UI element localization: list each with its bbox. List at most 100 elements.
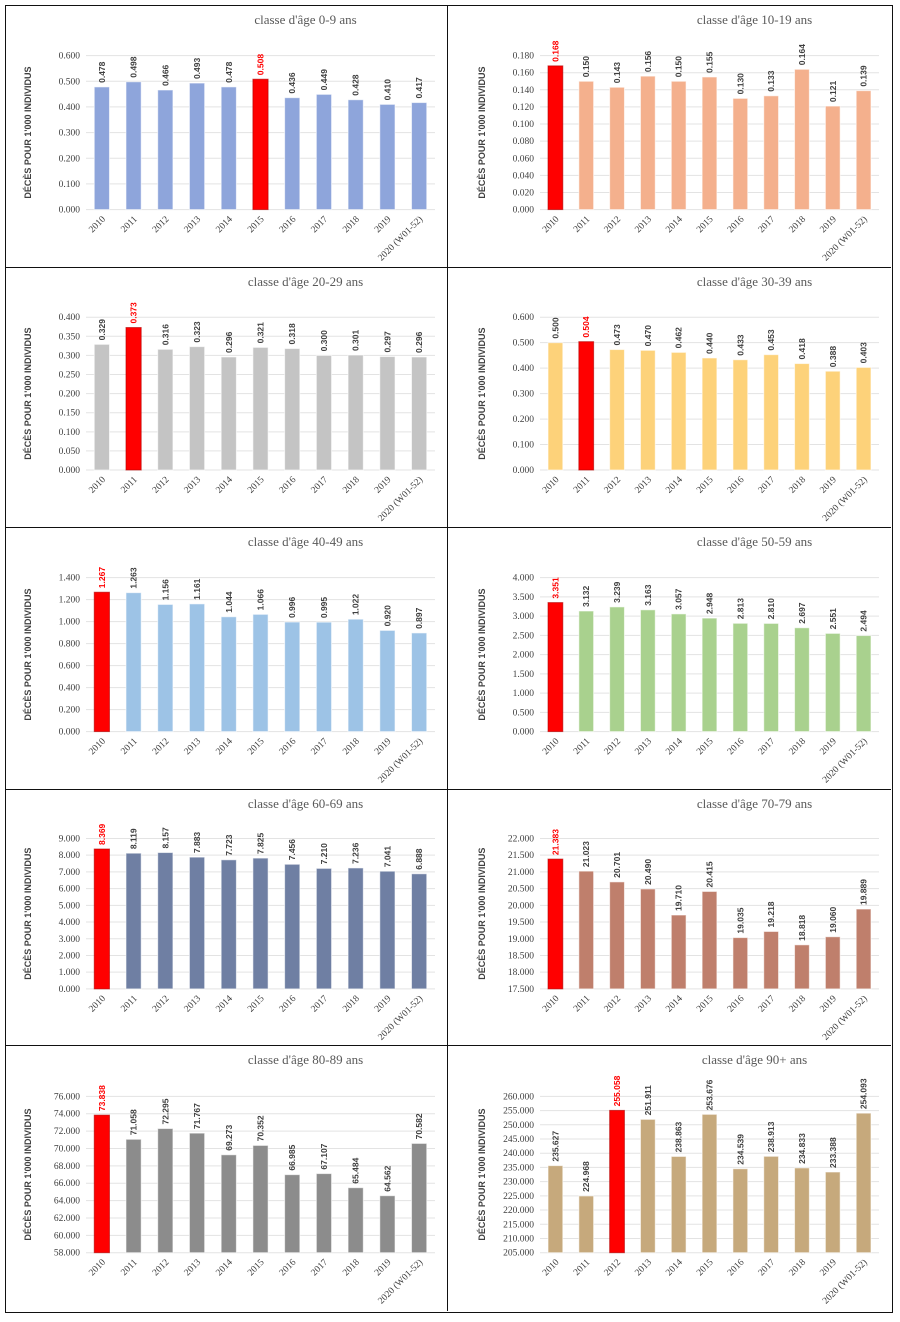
bar [252,857,269,990]
bar [284,97,301,211]
data-label: 1.022 [351,594,361,616]
y-tick-label: 0.060 [513,154,535,164]
x-tick-label: 2010 [541,475,562,496]
bar [578,610,595,733]
x-tick-label: 2013 [183,214,204,235]
data-label: 21.023 [581,841,591,867]
y-tick-label: 68.000 [54,1162,80,1172]
y-tick-label: 0.150 [59,409,81,419]
data-label: 19.060 [828,906,838,932]
bar [188,1132,206,1254]
chart-panel-40-49: classe d'âge 40-49 ans DÉCÈS POUR 1'000 I… [6,528,448,790]
data-label: 1.066 [256,589,266,611]
data-label: 0.164 [797,44,807,66]
y-tick-label: 1.000 [59,968,81,978]
bar [701,357,718,471]
chart-title: classe d'âge 70-79 ans [697,796,812,811]
y-tick-label: 0.250 [59,371,81,381]
data-label: 0.316 [160,324,170,346]
data-label: 2.948 [705,593,715,615]
data-label: 0.473 [612,324,622,346]
bar [379,356,396,471]
y-tick-label: 72.000 [54,1127,80,1137]
x-tick-label: 2017 [310,736,331,757]
y-tick-label: 74.000 [54,1110,80,1120]
x-tick-label: 2016 [726,214,747,235]
bar [547,342,564,471]
x-tick-label: 2019 [818,1258,839,1279]
bar [379,1195,396,1254]
y-axis-label: DÉCÈS POUR 1'000 INDIVIDUS [23,848,33,980]
x-tick-label: 2018 [788,994,809,1015]
bar [252,613,269,733]
bar [157,852,174,990]
bar [379,629,396,733]
bar [794,68,810,211]
x-tick-label: 2019 [373,214,394,235]
y-tick-label: 2.000 [513,651,535,661]
data-label: 1.156 [160,579,170,601]
x-tick-label: 2016 [278,1258,299,1279]
bar [547,602,564,733]
bar [157,603,174,733]
data-label: 8.119 [129,828,139,849]
bar [411,102,428,211]
x-tick-label: 2012 [151,1258,172,1279]
bar-chart: classe d'âge 40-49 ans DÉCÈS POUR 1'000 I… [23,534,435,785]
bar [578,80,595,211]
x-tick-label: 2015 [246,214,267,235]
data-label: 0.466 [160,64,170,86]
bar [855,90,872,211]
y-tick-label: 60.000 [54,1231,80,1241]
y-tick-label: 5.000 [59,901,81,911]
chart-panel-0-9: classe d'âge 0-9 ans DÉCÈS POUR 1'000 IND… [6,6,448,268]
data-label: 234.833 [797,1133,807,1164]
x-tick-label: 2018 [341,994,362,1015]
data-label: 0.920 [382,605,392,627]
y-tick-label: 7.000 [59,868,81,878]
bar [220,859,237,990]
x-tick-label: 2018 [788,1258,809,1279]
data-label: 0.300 [319,330,329,352]
bar [315,1173,333,1254]
x-tick-label: 2019 [818,736,839,757]
data-label: 0.478 [97,61,107,83]
y-tick-label: 0.000 [513,466,535,476]
data-label: 0.470 [643,325,653,347]
data-label: 7.041 [382,846,392,868]
bar [670,80,687,211]
data-label: 0.297 [382,331,392,353]
chart-panel-20-29: classe d'âge 20-29 ans DÉCÈS POUR 1'000 I… [6,268,448,528]
data-label: 19.218 [766,901,776,927]
bar [824,105,841,211]
data-label: 2.494 [859,610,869,632]
chart-grid: classe d'âge 0-9 ans DÉCÈS POUR 1'000 IND… [5,5,893,1313]
bar [670,1155,687,1254]
data-label: 20.701 [612,852,622,878]
data-label: 0.156 [643,51,653,73]
y-tick-label: 1.200 [59,596,81,606]
data-label: 0.321 [256,322,266,344]
x-tick-label: 2016 [726,736,747,757]
bar [220,1154,237,1254]
bar [855,635,872,733]
bar [220,356,237,471]
y-tick-label: 0.350 [59,332,81,342]
y-tick-label: 9.000 [59,834,81,844]
data-label: 71.058 [129,1109,139,1135]
bar [379,103,396,211]
bar [639,609,656,733]
y-tick-label: 1.000 [59,618,81,628]
chart-panel-90plus: classe d'âge 90+ ans DÉCÈS POUR 1'000 IND… [448,1046,891,1311]
data-label: 0.417 [414,77,424,99]
y-tick-label: 210.000 [503,1234,534,1244]
y-tick-label: 0.000 [59,985,81,995]
data-label: 0.498 [129,56,139,78]
x-tick-label: 2017 [757,1258,778,1279]
bar [252,78,269,211]
data-label: 64.562 [382,1165,392,1191]
bar [379,870,396,990]
bar [93,343,110,471]
data-label: 0.453 [766,329,776,351]
data-label: 0.296 [224,331,234,353]
